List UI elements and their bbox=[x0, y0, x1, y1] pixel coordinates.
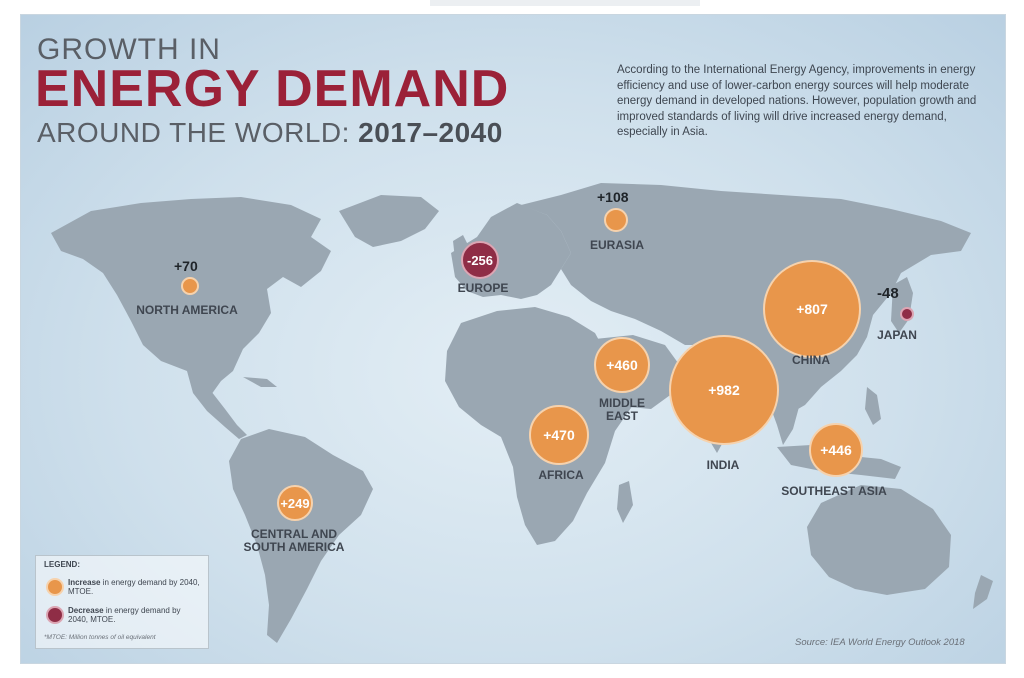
label-africa: AFRICA bbox=[538, 468, 584, 482]
source-credit: Source: IEA World Energy Outlook 2018 bbox=[795, 637, 965, 648]
title-growth-in: GROWTH IN bbox=[37, 33, 221, 66]
value-eurasia: +108 bbox=[597, 189, 629, 205]
label-middle-east: MIDDLE EAST bbox=[587, 397, 657, 423]
bubble-central-south-america: +249 bbox=[277, 485, 313, 521]
bubble-middle-east: +460 bbox=[594, 337, 650, 393]
label-india: INDIA bbox=[706, 458, 740, 472]
madagascar-shape bbox=[617, 481, 633, 523]
australia-shape bbox=[807, 485, 951, 595]
top-strip bbox=[430, 0, 700, 6]
title-around-the-world: AROUND THE WORLD: 2017–2040 bbox=[37, 117, 503, 149]
bubble-japan bbox=[900, 307, 914, 321]
bubble-africa: +470 bbox=[529, 405, 589, 465]
label-csa-line2: SOUTH AMERICA bbox=[243, 540, 345, 554]
legend-decrease-text: Decrease in energy demand by 2040, MTOE. bbox=[68, 606, 202, 624]
legend-note: *MTOE: Million tonnes of oil equivalent bbox=[44, 634, 156, 641]
title-energy-demand: ENERGY DEMAND bbox=[35, 60, 510, 118]
intro-paragraph: According to the International Energy Ag… bbox=[617, 64, 977, 138]
bubble-india: +982 bbox=[669, 335, 779, 445]
label-csa-line1: CENTRAL AND bbox=[251, 527, 337, 541]
legend-increase-desc: in energy demand by 2040, MTOE. bbox=[68, 578, 200, 596]
south-america-shape bbox=[229, 429, 373, 643]
label-eurasia: EURASIA bbox=[589, 238, 644, 252]
caribbean-shape bbox=[243, 377, 277, 387]
bubble-southeast-asia: +446 bbox=[809, 423, 863, 477]
philippines-shape bbox=[865, 387, 881, 425]
bubble-europe: -256 bbox=[461, 241, 499, 279]
bubble-eurasia bbox=[604, 208, 628, 232]
legend-decrease-swatch bbox=[46, 606, 64, 624]
title-years: 2017–2040 bbox=[358, 117, 503, 148]
legend-increase-text: Increase in energy demand by 2040, MTOE. bbox=[68, 578, 202, 596]
north-america-shape bbox=[51, 197, 331, 395]
new-zealand-shape bbox=[973, 575, 993, 609]
legend-decrease-bold: Decrease bbox=[68, 606, 104, 615]
central-america-shape bbox=[187, 371, 247, 439]
value-north-america: +70 bbox=[174, 258, 198, 274]
bubble-china: +807 bbox=[763, 260, 861, 358]
bubble-north-america bbox=[181, 277, 199, 295]
greenland-shape bbox=[339, 195, 439, 247]
legend-increase-swatch bbox=[46, 578, 64, 596]
label-central-south-america: CENTRAL AND SOUTH AMERICA bbox=[229, 528, 359, 554]
legend-increase-bold: Increase bbox=[68, 578, 101, 587]
label-middle-east-line2: EAST bbox=[605, 409, 638, 423]
legend: LEGEND: Increase in energy demand by 204… bbox=[35, 555, 209, 649]
asia-shape bbox=[521, 183, 971, 413]
legend-title: LEGEND: bbox=[44, 560, 80, 569]
value-japan: -48 bbox=[877, 285, 899, 302]
legend-decrease-desc: in energy demand by 2040, MTOE. bbox=[68, 606, 181, 624]
label-china: CHINA bbox=[792, 353, 830, 367]
title-around-prefix: AROUND THE WORLD: bbox=[37, 117, 359, 148]
label-europe: EUROPE bbox=[457, 281, 509, 295]
label-middle-east-line1: MIDDLE bbox=[599, 396, 645, 410]
label-japan: JAPAN bbox=[877, 328, 917, 342]
label-southeast-asia: SOUTHEAST ASIA bbox=[781, 484, 887, 498]
infographic: GROWTH IN ENERGY DEMAND AROUND THE WORLD… bbox=[20, 14, 1006, 664]
label-north-america: NORTH AMERICA bbox=[136, 303, 238, 317]
